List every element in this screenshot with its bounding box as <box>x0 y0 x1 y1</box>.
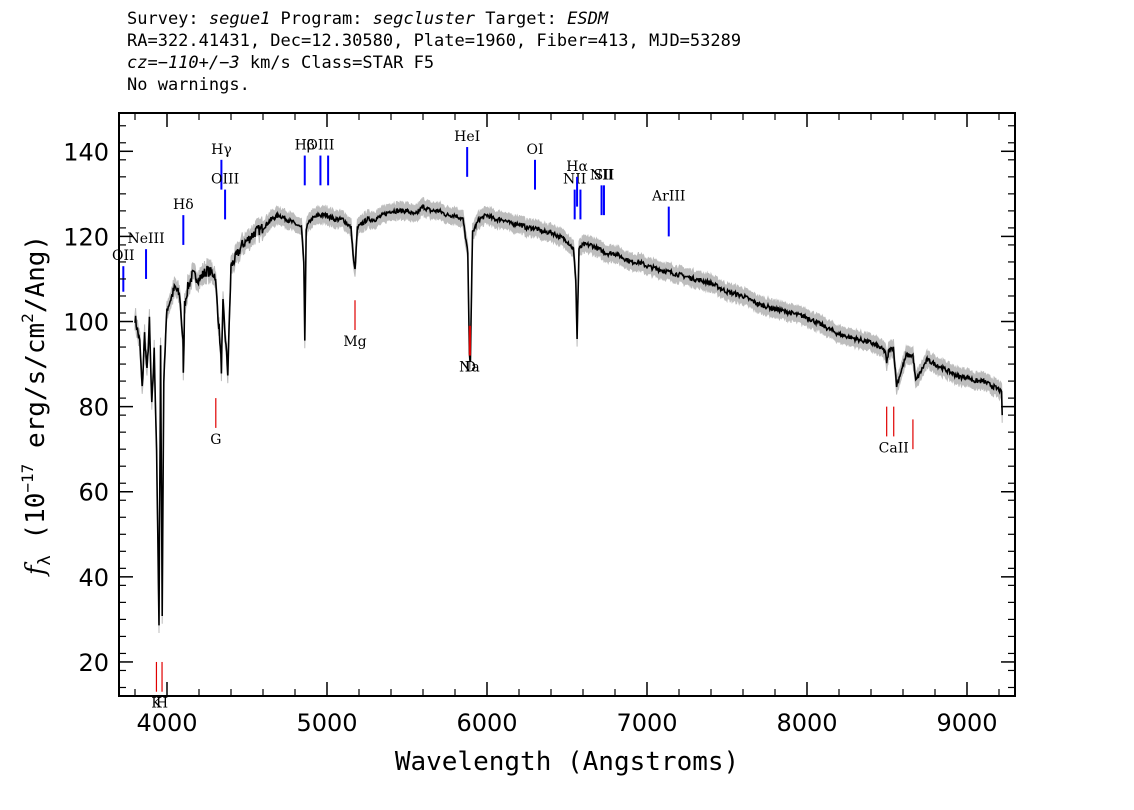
y-tick-label: 80 <box>78 394 109 422</box>
axis-ticks: 4000 5000 6000 7000 8000 9000 20 40 60 80 100 120 14… <box>63 113 1015 737</box>
program-label: Program: <box>270 9 373 29</box>
emission-line-label: Hγ <box>211 142 232 158</box>
emission-line-label: NII <box>563 172 586 188</box>
x-tick-label: 6000 <box>456 709 517 737</box>
x-tick-label: 9000 <box>936 709 997 737</box>
spectrum-header: Survey: segue1 Program: segcluster Targe… <box>127 8 741 96</box>
header-line-coordinates: RA=322.41431, Dec=12.30580, Plate=1960, … <box>127 31 742 51</box>
emission-line-label: NII <box>590 167 613 183</box>
redshift-value: cz=−110+/−3 <box>127 53 240 73</box>
emission-line-label: OII <box>112 248 135 264</box>
header-line-survey: Survey: segue1 Program: segcluster Targe… <box>127 8 741 30</box>
emission-line-label: NeIII <box>127 231 164 247</box>
x-tick-label: 7000 <box>616 709 677 737</box>
y-label-mid: erg/s/cm <box>21 323 51 464</box>
error-band <box>134 197 1003 634</box>
absorption-line-label: D <box>465 360 476 376</box>
target-label: Target: <box>475 9 568 29</box>
target-value: ESDM <box>567 9 609 29</box>
y-label-sub: λ <box>35 555 55 565</box>
program-value: segcluster <box>372 9 476 29</box>
header-line-redshift: cz=−110+/−3 km/s Class=STAR F5 <box>127 52 741 74</box>
y-axis-label: fλ (10−17 erg/s/cm2/Ang) <box>18 235 55 577</box>
emission-line-label: OIII <box>306 138 334 154</box>
y-tick-label: 60 <box>78 479 109 507</box>
plot-frame <box>118 112 1016 697</box>
emission-line-label: Hβ <box>295 138 315 154</box>
y-tick-label: 120 <box>63 223 109 251</box>
spectrum-line <box>134 204 1003 626</box>
y-tick-label: 40 <box>78 564 109 592</box>
emission-line-label: SII <box>594 167 615 183</box>
absorption-line-label: H <box>156 696 168 712</box>
header-line-warnings: No warnings. <box>127 75 250 95</box>
emission-line-label: HeI <box>454 129 480 145</box>
y-label-exp: −17 <box>18 464 37 493</box>
survey-label: Survey: <box>127 9 209 29</box>
y-tick-label: 140 <box>63 138 109 166</box>
absorption-line-label: Na <box>459 360 480 376</box>
y-label-exp2: 2 <box>18 313 37 323</box>
y-tick-label: 100 <box>63 309 109 337</box>
absorption-line-label: G <box>210 432 221 448</box>
class-value: km/s Class=STAR F5 <box>239 53 435 73</box>
x-tick-label: 5000 <box>296 709 357 737</box>
spectrum-series <box>134 204 1003 626</box>
emission-line-label: OI <box>526 142 543 158</box>
x-tick-label: 4000 <box>136 709 197 737</box>
absorption-line-label: Mg <box>343 334 366 350</box>
absorption-line-label: K <box>151 696 162 712</box>
emission-line-label: Hα <box>566 159 588 175</box>
emission-line-label: OIII <box>211 172 239 188</box>
y-label-post: /Ang) <box>21 235 51 313</box>
absorption-line-label: CaII <box>879 440 909 456</box>
emission-line-label: ArIII <box>651 189 685 205</box>
x-tick-label: 8000 <box>776 709 837 737</box>
survey-value: segue1 <box>208 9 271 29</box>
emission-line-label: Hδ <box>173 197 194 213</box>
error-band-area <box>134 197 1003 634</box>
x-axis-label: Wavelength (Angstroms) <box>395 747 739 777</box>
spectral-line-markers: OIINeIIIHδHγOIIIHβOIIIHeIOINIIHαNIISIIAr… <box>112 129 914 712</box>
y-tick-label: 20 <box>78 649 109 677</box>
y-label-pre: (10 <box>21 493 51 556</box>
